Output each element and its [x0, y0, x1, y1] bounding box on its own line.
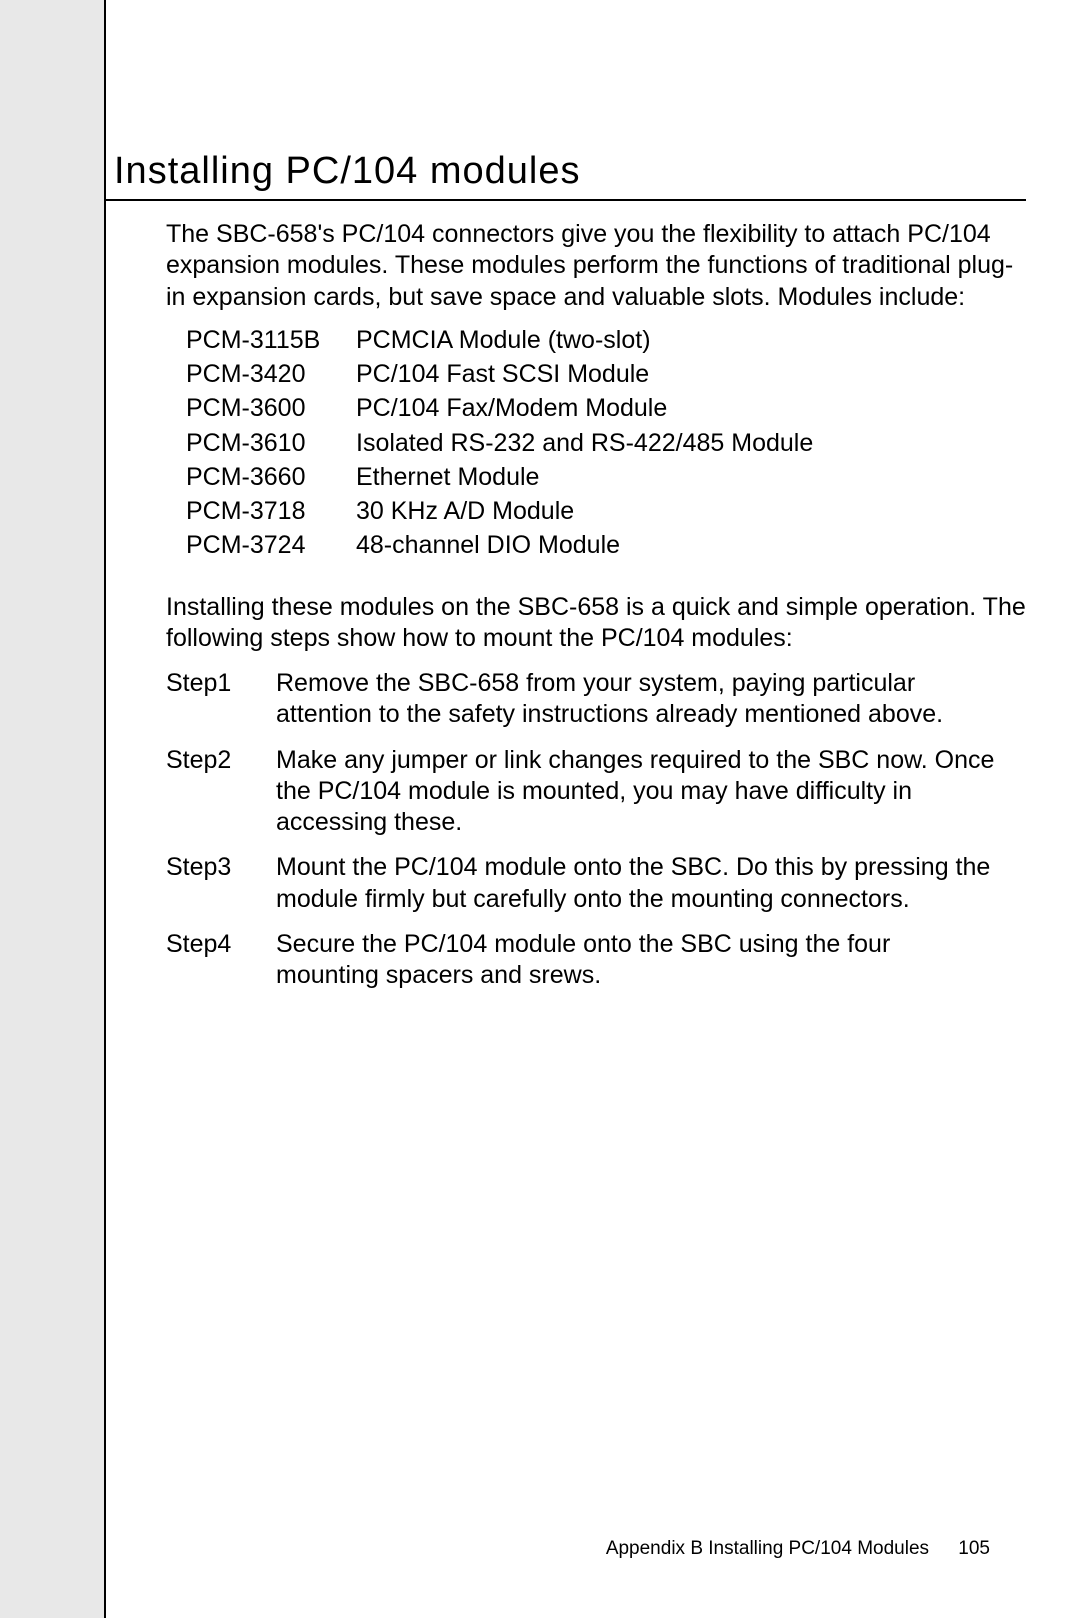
module-desc: 30 KHz A/D Module: [356, 496, 574, 527]
step-label: Step1: [166, 668, 276, 731]
step-label: Step4: [166, 929, 276, 992]
module-desc: Ethernet Module: [356, 462, 539, 493]
module-row: PCM-3115B PCMCIA Module (two-slot): [186, 325, 1026, 356]
module-list: PCM-3115B PCMCIA Module (two-slot) PCM-3…: [186, 325, 1026, 562]
page-title: Installing PC/104 modules: [106, 150, 1026, 201]
step-text: Mount the PC/104 module onto the SBC. Do…: [276, 852, 1026, 915]
install-paragraph: Installing these modules on the SBC-658 …: [166, 592, 1026, 655]
module-code: PCM-3420: [186, 359, 356, 390]
step-row: Step4 Secure the PC/104 module onto the …: [166, 929, 1026, 992]
step-row: Step3 Mount the PC/104 module onto the S…: [166, 852, 1026, 915]
step-text: Secure the PC/104 module onto the SBC us…: [276, 929, 1026, 992]
module-code: PCM-3724: [186, 530, 356, 561]
footer-text: Appendix B Installing PC/104 Modules: [606, 1538, 929, 1559]
page-footer: Appendix B Installing PC/104 Modules 105: [606, 1538, 990, 1560]
module-desc: PCMCIA Module (two-slot): [356, 325, 651, 356]
step-row: Step1 Remove the SBC-658 from your syste…: [166, 668, 1026, 731]
intro-paragraph: The SBC-658's PC/104 connectors give you…: [166, 219, 1026, 313]
module-code: PCM-3600: [186, 393, 356, 424]
module-code: PCM-3660: [186, 462, 356, 493]
module-row: PCM-3420 PC/104 Fast SCSI Module: [186, 359, 1026, 390]
module-desc: 48-channel DIO Module: [356, 530, 620, 561]
module-desc: PC/104 Fast SCSI Module: [356, 359, 649, 390]
module-desc: PC/104 Fax/Modem Module: [356, 393, 667, 424]
module-row: PCM-3600 PC/104 Fax/Modem Module: [186, 393, 1026, 424]
module-row: PCM-3724 48-channel DIO Module: [186, 530, 1026, 561]
step-text: Remove the SBC-658 from your system, pay…: [276, 668, 1026, 731]
module-code: PCM-3115B: [186, 325, 356, 356]
page-number: 105: [958, 1538, 990, 1559]
module-code: PCM-3718: [186, 496, 356, 527]
step-text: Make any jumper or link changes required…: [276, 745, 1026, 839]
module-desc: Isolated RS-232 and RS-422/485 Module: [356, 428, 813, 459]
module-code: PCM-3610: [186, 428, 356, 459]
module-row: PCM-3718 30 KHz A/D Module: [186, 496, 1026, 527]
step-label: Step3: [166, 852, 276, 915]
module-row: PCM-3660 Ethernet Module: [186, 462, 1026, 493]
content-area: Installing PC/104 modules The SBC-658's …: [106, 150, 1026, 1005]
steps-list: Step1 Remove the SBC-658 from your syste…: [166, 668, 1026, 991]
module-row: PCM-3610 Isolated RS-232 and RS-422/485 …: [186, 428, 1026, 459]
page: Installing PC/104 modules The SBC-658's …: [104, 0, 1080, 1618]
step-label: Step2: [166, 745, 276, 839]
body-text: The SBC-658's PC/104 connectors give you…: [106, 219, 1026, 991]
step-row: Step2 Make any jumper or link changes re…: [166, 745, 1026, 839]
